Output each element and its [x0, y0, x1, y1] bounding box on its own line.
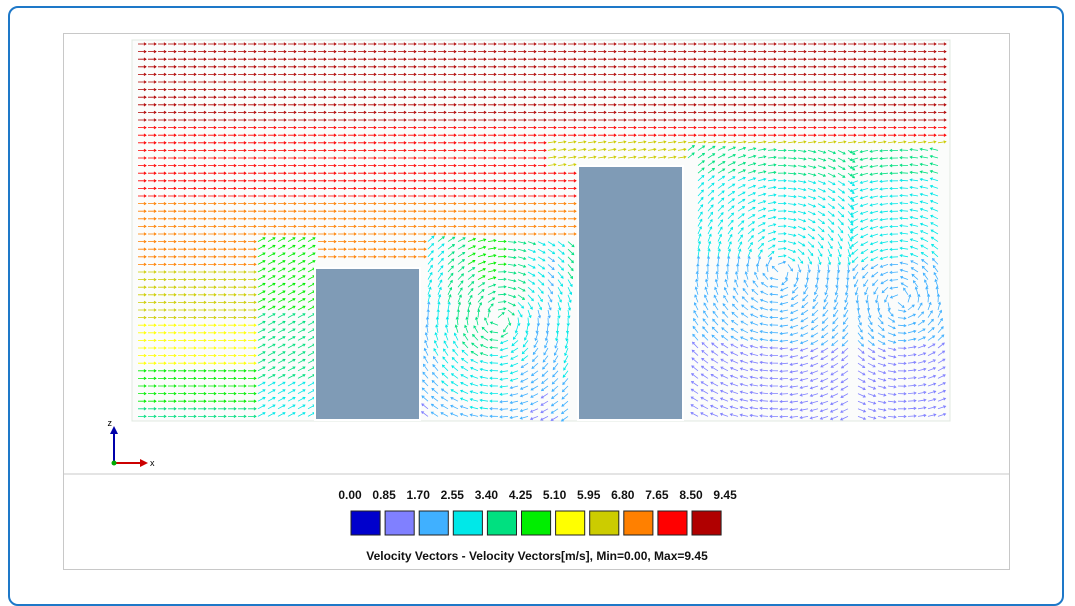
legend-swatch — [385, 511, 414, 535]
x-arrow — [140, 459, 148, 467]
legend: 0.00 0.85 1.70 2.55 3.40 4.25 5.10 5.95 6.80 7.65… — [338, 488, 737, 535]
z-label: z — [108, 418, 113, 428]
legend-swatch — [590, 511, 619, 535]
legend-label: 8.50 — [679, 488, 703, 502]
legend-label: 4.25 — [509, 488, 533, 502]
legend-swatch — [658, 511, 687, 535]
axis-triad: z x — [108, 418, 156, 468]
legend-label: 5.10 — [543, 488, 567, 502]
building — [315, 268, 420, 420]
legend-caption: Velocity Vectors - Velocity Vectors[m/s]… — [366, 549, 708, 563]
building — [578, 166, 683, 420]
legend-label: 3.40 — [475, 488, 499, 502]
origin — [112, 461, 117, 466]
legend-swatch — [624, 511, 653, 535]
legend-label: 2.55 — [441, 488, 465, 502]
legend-label: 0.85 — [372, 488, 396, 502]
x-label: x — [150, 458, 155, 468]
legend-label: 6.80 — [611, 488, 635, 502]
legend-label: 1.70 — [407, 488, 431, 502]
legend-swatch — [351, 511, 380, 535]
legend-label: 5.95 — [577, 488, 601, 502]
legend-label: 7.65 — [645, 488, 669, 502]
legend-swatch — [556, 511, 585, 535]
legend-label: 9.45 — [713, 488, 737, 502]
legend-swatch — [692, 511, 721, 535]
legend-swatch — [487, 511, 516, 535]
page: {"axes": {"z": "z", "x": "x"}, "legend":… — [0, 0, 1075, 594]
legend-swatch — [419, 511, 448, 535]
view: z x 0.00 0.85 1.70 2.55 3.40 4.25 5.10 5.95 6.80… — [0, 0, 1075, 594]
legend-swatch — [522, 511, 551, 535]
legend-swatch — [453, 511, 482, 535]
legend-label: 0.00 — [338, 488, 362, 502]
